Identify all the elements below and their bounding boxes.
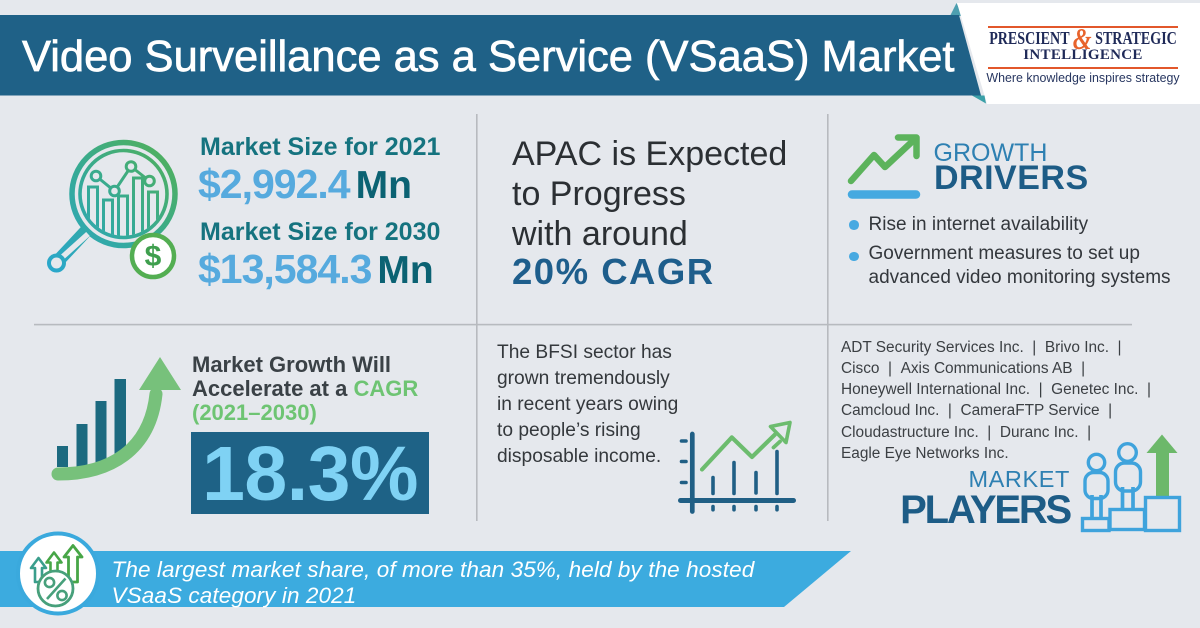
svg-text:$: $ — [145, 240, 162, 273]
